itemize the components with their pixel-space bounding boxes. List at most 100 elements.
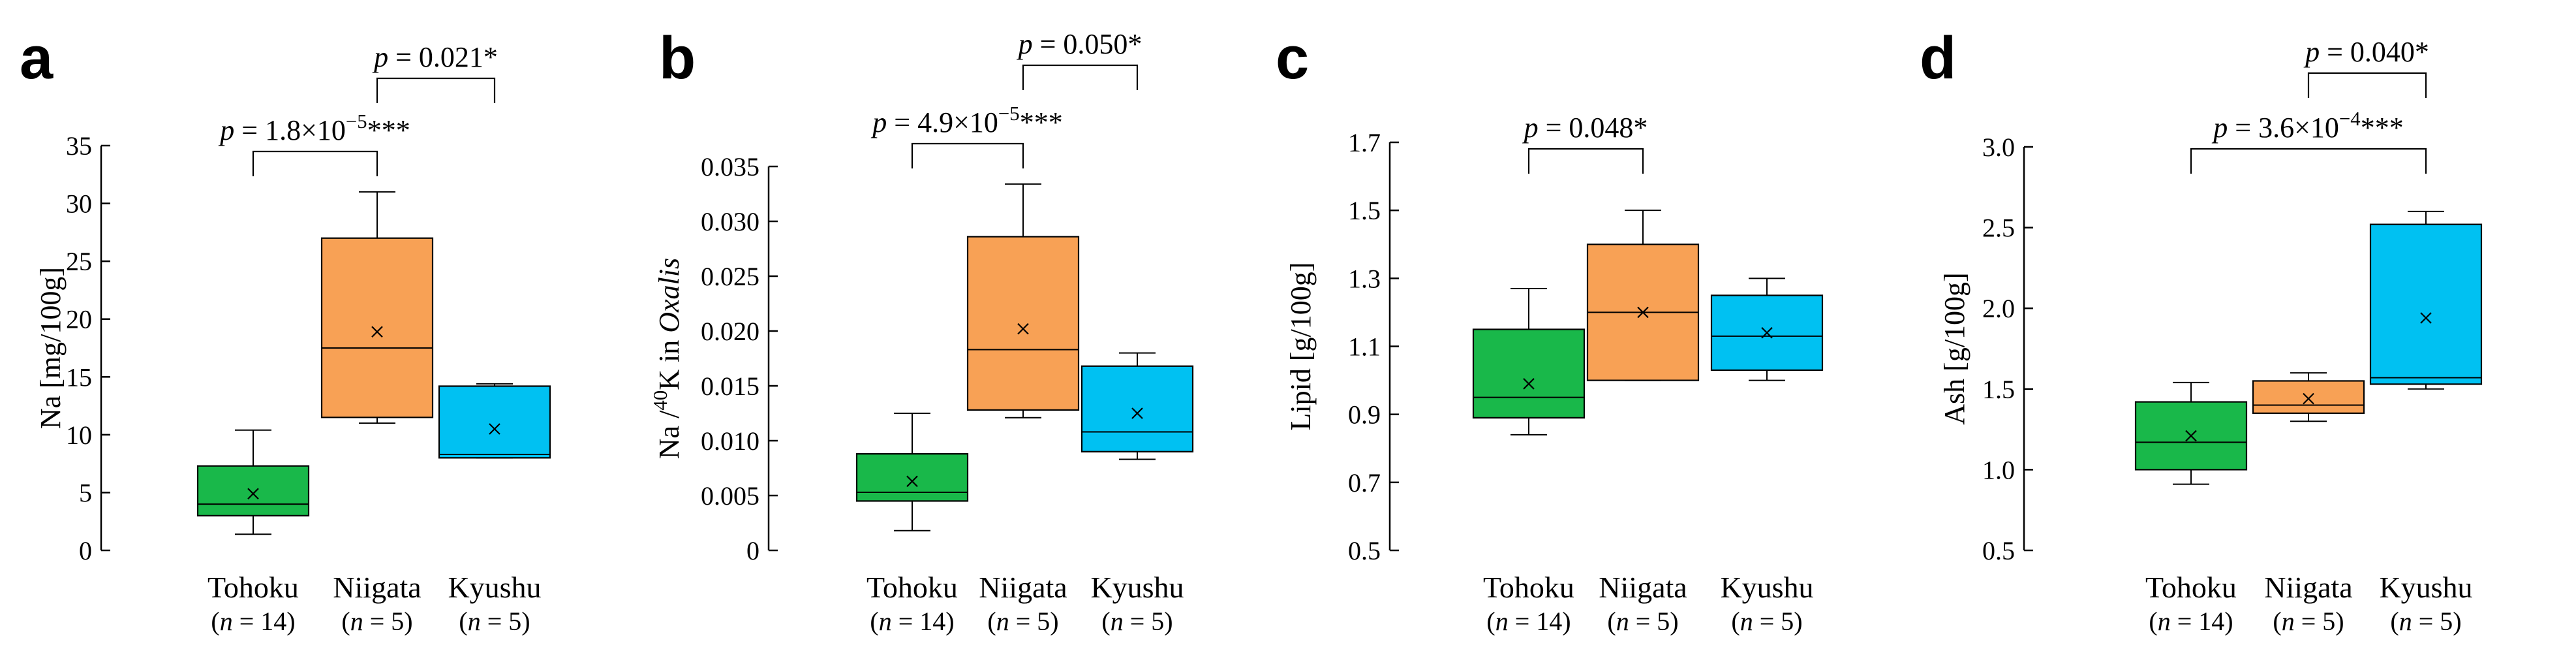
category-label: Tohoku <box>2145 571 2237 604</box>
mean-marker <box>906 475 918 487</box>
y-tick-label: 0 <box>746 536 759 565</box>
sig-label-part: p <box>1522 112 1539 144</box>
box-tohoku <box>855 413 969 531</box>
n-label-part: n <box>996 607 1009 636</box>
mean-marker <box>371 326 383 338</box>
box-tohoku <box>1472 287 1586 435</box>
n-label-part: n <box>1111 607 1124 636</box>
box-iqr <box>1472 328 1586 419</box>
y-axis-label-part: Na / <box>653 410 685 459</box>
sig-label: p = 0.050* <box>1017 28 1142 60</box>
box-iqr <box>2369 223 2483 385</box>
sig-label-part: = 4.9×10 <box>887 106 998 138</box>
y-tick-label: 1.5 <box>1348 196 1381 225</box>
sig-label: p = 0.048* <box>1522 112 1648 144</box>
n-label-part: ( <box>211 607 219 636</box>
sig-label-part: = 0.021* <box>388 41 498 73</box>
mean-marker <box>2420 312 2432 324</box>
sig-label-part: = 1.8×10 <box>234 114 346 146</box>
n-label-part: n <box>1495 607 1509 636</box>
y-tick-label: 0.010 <box>701 426 759 456</box>
sig-label-part: = 0.048* <box>1539 112 1648 144</box>
box-tohoku <box>2134 381 2248 485</box>
y-tick-label: 25 <box>66 247 92 276</box>
n-label-part: = 14) <box>892 607 955 636</box>
n-label-part: = 14) <box>233 607 296 636</box>
n-label: (n = 5) <box>1101 607 1173 636</box>
mean-marker <box>1761 326 1773 339</box>
n-label: (n = 5) <box>1607 607 1678 636</box>
sig-bracket <box>376 77 496 103</box>
sig-label-part: p <box>218 114 234 146</box>
n-label-part: n <box>1616 607 1629 636</box>
y-axis-label: Na /40K in Oxalis <box>649 258 685 459</box>
box-niigata <box>2252 372 2365 422</box>
y-axis-label: Ash [g/100g] <box>1939 272 1970 424</box>
y-axis-label-part: Oxalis <box>653 258 685 333</box>
category-label: Kyushu <box>2379 571 2472 604</box>
box-kyushu <box>1081 352 1194 460</box>
y-tick-label: 20 <box>66 305 92 334</box>
y-axis-label: Na [mg/100g] <box>35 267 67 429</box>
n-label-part: ( <box>341 607 350 636</box>
mean-marker <box>1017 323 1029 335</box>
panel-letter: c <box>1276 25 1309 91</box>
category-label: Tohoku <box>866 571 958 604</box>
box-kyushu <box>2369 210 2483 390</box>
sig-bracket <box>2190 148 2427 174</box>
box-kyushu <box>438 383 551 459</box>
mean-marker <box>1131 407 1143 419</box>
y-tick-label: 0.9 <box>1348 400 1381 430</box>
n-label-part: = 5) <box>2295 607 2344 636</box>
sig-label-part: p <box>2303 36 2320 68</box>
y-tick-label: 2.5 <box>1982 213 2015 243</box>
sig-label-part: p <box>1017 28 1033 60</box>
category-label: Kyushu <box>448 571 541 604</box>
n-label-part: ( <box>870 607 878 636</box>
n-label: (n = 5) <box>459 607 530 636</box>
mean-marker <box>247 488 259 499</box>
category-label: Niigata <box>1599 571 1687 604</box>
category-label: Kyushu <box>1090 571 1184 604</box>
sig-label-part: p <box>870 106 887 138</box>
sig-bracket <box>252 150 378 176</box>
n-label: (n = 5) <box>1731 607 1802 636</box>
sig-label-part: p <box>2211 112 2228 144</box>
y-tick-label: 10 <box>66 420 92 450</box>
n-label-part: ( <box>2273 607 2281 636</box>
y-tick-label: 1.5 <box>1982 375 2015 404</box>
box-iqr <box>196 465 310 516</box>
sig-label-part: −4 <box>2339 108 2361 130</box>
y-tick-label: 15 <box>66 362 92 392</box>
n-label-part: = 14) <box>2171 607 2233 636</box>
n-label-part: = 5) <box>1009 607 1059 636</box>
y-tick-label: 3.0 <box>1982 133 2015 162</box>
box-tohoku <box>196 429 310 535</box>
mean-marker <box>2185 430 2197 442</box>
n-label: (n = 14) <box>211 607 295 636</box>
n-label: (n = 5) <box>2390 607 2461 636</box>
sig-bracket <box>1022 64 1139 90</box>
n-label-part: n <box>1740 607 1753 636</box>
category-label: Tohoku <box>207 571 299 604</box>
n-label-part: n <box>879 607 892 636</box>
mean-marker <box>2303 392 2314 405</box>
n-label-part: n <box>220 607 233 636</box>
sig-label: p = 1.8×10−5*** <box>218 110 410 146</box>
n-label-part: n <box>2282 607 2295 636</box>
y-tick-label: 35 <box>66 131 92 161</box>
panel-c: c 0.5 0.7 0.9 1.1 1.3 1.5 1.7 Lipid [g/100g] Toho… <box>1276 25 1824 636</box>
mean-marker <box>489 423 500 435</box>
y-tick-label: 5 <box>79 478 92 507</box>
box-iqr <box>855 453 969 502</box>
category-label: Niigata <box>333 571 421 604</box>
n-label-part: ( <box>1101 607 1110 636</box>
n-label-part: = 5) <box>1629 607 1679 636</box>
n-label: (n = 14) <box>1486 607 1571 636</box>
sig-label: p = 0.021* <box>372 41 498 73</box>
n-label-part: = 5) <box>1753 607 1803 636</box>
box-kyushu <box>1710 277 1824 381</box>
mean-marker <box>1523 378 1535 390</box>
n-label: (n = 5) <box>987 607 1058 636</box>
